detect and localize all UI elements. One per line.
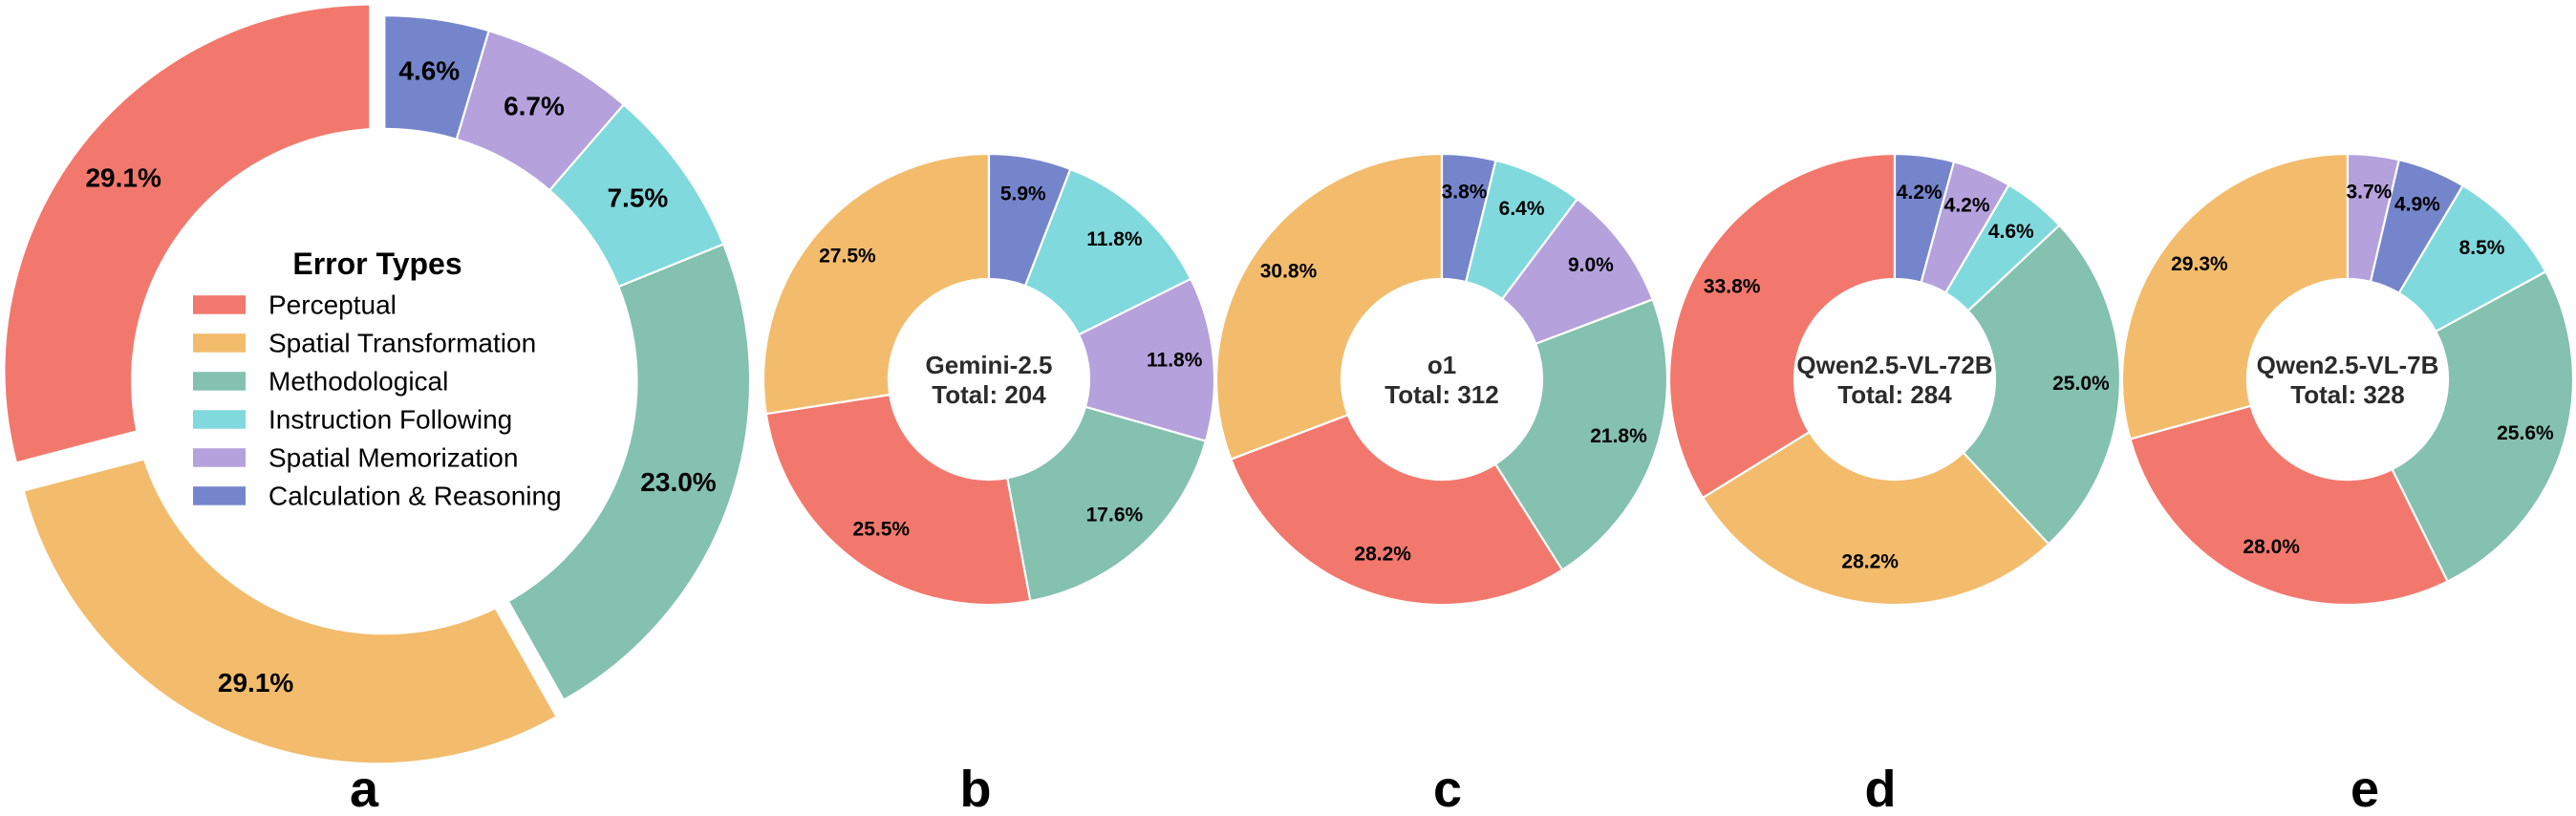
svg-text:9.0%: 9.0% xyxy=(1568,254,1614,276)
svg-text:5.9%: 5.9% xyxy=(1000,183,1046,205)
svg-text:17.6%: 17.6% xyxy=(1086,504,1144,526)
svg-text:30.8%: 30.8% xyxy=(1260,261,1318,283)
svg-text:b: b xyxy=(960,761,992,816)
svg-text:25.5%: 25.5% xyxy=(853,519,911,541)
svg-text:8.5%: 8.5% xyxy=(2459,237,2505,259)
svg-text:e: e xyxy=(2351,761,2379,816)
svg-text:Total: 312: Total: 312 xyxy=(1385,380,1498,409)
svg-text:a: a xyxy=(350,761,379,816)
svg-text:25.0%: 25.0% xyxy=(2052,373,2110,395)
svg-text:4.6%: 4.6% xyxy=(1988,221,2034,243)
svg-text:11.8%: 11.8% xyxy=(1147,349,1203,371)
svg-text:o1: o1 xyxy=(1428,351,1456,379)
svg-text:Total: 284: Total: 284 xyxy=(1837,380,1952,409)
svg-text:29.1%: 29.1% xyxy=(218,668,293,698)
svg-text:29.1%: 29.1% xyxy=(85,163,161,193)
svg-text:c: c xyxy=(1433,761,1462,816)
svg-text:Calculation & Reasoning: Calculation & Reasoning xyxy=(268,482,562,511)
svg-text:Spatial Transformation: Spatial Transformation xyxy=(268,329,536,358)
svg-text:28.2%: 28.2% xyxy=(1354,543,1411,565)
svg-text:Gemini-2.5: Gemini-2.5 xyxy=(926,351,1053,379)
svg-text:11.8%: 11.8% xyxy=(1086,228,1143,250)
svg-text:33.8%: 33.8% xyxy=(1704,275,1761,297)
svg-text:29.3%: 29.3% xyxy=(2171,253,2228,275)
svg-text:Perceptual: Perceptual xyxy=(268,290,397,320)
svg-text:23.0%: 23.0% xyxy=(640,467,716,497)
svg-text:3.7%: 3.7% xyxy=(2346,182,2392,204)
svg-text:28.2%: 28.2% xyxy=(1841,551,1899,573)
svg-text:4.9%: 4.9% xyxy=(2394,193,2440,215)
svg-text:Qwen2.5-VL-72B: Qwen2.5-VL-72B xyxy=(1796,351,1992,379)
svg-text:Methodological: Methodological xyxy=(268,367,448,397)
svg-text:4.6%: 4.6% xyxy=(398,56,460,86)
svg-text:4.2%: 4.2% xyxy=(1897,182,1943,204)
svg-text:27.5%: 27.5% xyxy=(819,245,876,267)
svg-text:3.8%: 3.8% xyxy=(1442,182,1488,204)
svg-text:Error Types: Error Types xyxy=(292,247,462,281)
svg-text:21.8%: 21.8% xyxy=(1590,425,1647,447)
svg-text:6.4%: 6.4% xyxy=(1499,198,1545,220)
svg-text:28.0%: 28.0% xyxy=(2243,536,2300,558)
svg-text:25.6%: 25.6% xyxy=(2497,422,2554,444)
svg-text:4.2%: 4.2% xyxy=(1944,195,1990,217)
svg-text:Spatial Memorization: Spatial Memorization xyxy=(268,443,518,473)
svg-text:Total: 328: Total: 328 xyxy=(2290,380,2404,409)
svg-text:6.7%: 6.7% xyxy=(504,91,565,120)
svg-text:Total: 204: Total: 204 xyxy=(932,380,1046,409)
svg-text:7.5%: 7.5% xyxy=(607,183,668,213)
svg-text:d: d xyxy=(1865,761,1897,816)
svg-text:Qwen2.5-VL-7B: Qwen2.5-VL-7B xyxy=(2257,351,2439,379)
svg-text:Instruction Following: Instruction Following xyxy=(268,405,512,435)
